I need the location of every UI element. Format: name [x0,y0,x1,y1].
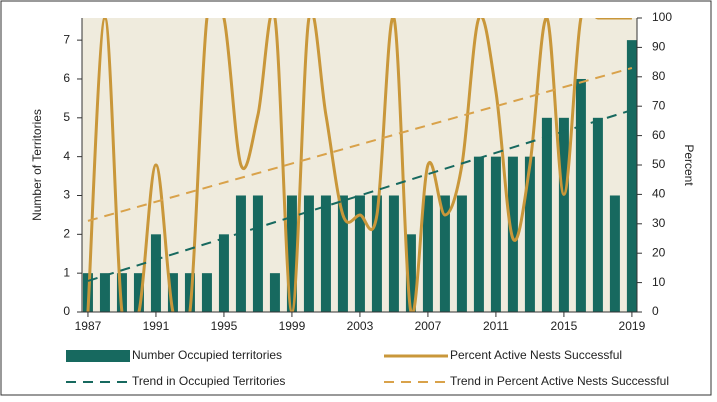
x-tick-label: 2011 [483,319,509,333]
y2-tick-label: 100 [652,10,672,24]
legend-swatch [66,350,130,362]
plot-content [82,18,637,312]
bar [235,195,246,312]
y-tick-label: 4 [63,149,70,163]
y-tick-label: 6 [63,71,70,85]
bar [524,156,535,312]
bar [405,234,416,312]
y2-tick-label: 60 [652,128,666,142]
y2-axis-label: Percent [682,144,696,186]
y2-tick-label: 0 [652,304,659,318]
x-tick-label: 1987 [75,319,102,333]
legend-label: Trend in Occupied Territories [132,374,285,388]
x-tick-label: 2019 [619,319,646,333]
y-tick-label: 1 [63,265,70,279]
bar [167,273,178,312]
x-tick-label: 2007 [415,319,442,333]
bar [626,40,637,312]
bar [286,195,297,312]
bar [337,195,348,312]
bar [303,195,314,312]
x-tick-label: 1999 [279,319,306,333]
bar [269,273,280,312]
x-tick-label: 2003 [347,319,374,333]
y2-tick-label: 80 [652,69,666,83]
bar [150,234,161,312]
line [86,18,632,312]
bar [456,195,467,312]
bar [201,273,212,312]
bar [99,273,110,312]
y2-tick-label: 10 [652,275,666,289]
legend-label: Percent Active Nests Successful [450,348,622,362]
y2-tick-label: 70 [652,98,666,112]
bar [473,156,484,312]
bar [388,195,399,312]
y-tick-label: 2 [63,226,70,240]
bar [541,117,552,312]
bar [116,273,127,312]
bar [354,195,365,312]
x-tick-label: 2015 [551,319,578,333]
bar [575,78,586,312]
y2-tick-label: 90 [652,40,666,54]
bar [609,195,620,312]
trend-line [87,67,633,222]
bar [592,117,603,312]
y-tick-label: 7 [63,32,70,46]
frame [0,0,712,396]
y-axis-label: Number of Territories [30,109,44,221]
y-tick-label: 0 [63,304,70,318]
bar [184,273,195,312]
bar [422,195,433,312]
legend-label: Number Occupied territories [132,348,282,362]
bar [490,156,501,312]
y-tick-label: 5 [63,110,70,124]
y2-tick-label: 40 [652,187,666,201]
bar [252,195,263,312]
bar [133,273,144,312]
bar [218,234,229,312]
y2-tick-label: 50 [652,157,666,171]
legend-label: Trend in Percent Active Nests Successful [450,374,669,388]
bar [371,195,382,312]
bar [558,117,569,312]
y-tick-label: 3 [63,188,70,202]
x-tick-label: 1995 [211,319,238,333]
y2-tick-label: 20 [652,245,666,259]
bar [320,195,331,312]
x-tick-label: 1991 [143,319,170,333]
bar [439,195,450,312]
y2-tick-label: 30 [652,216,666,230]
